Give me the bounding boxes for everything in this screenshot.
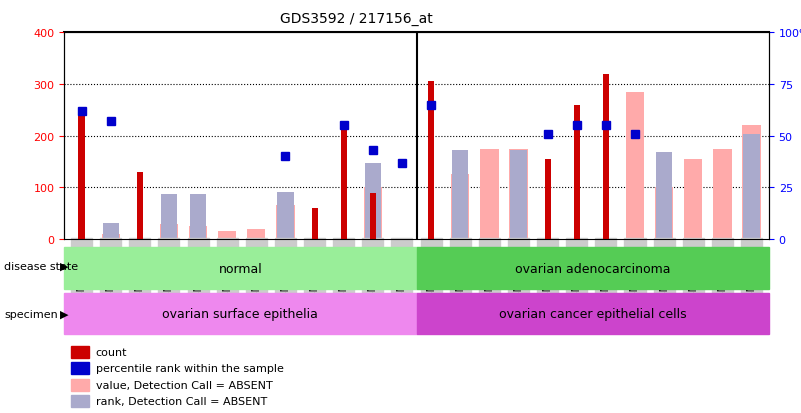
Bar (218, 232, 236, 240)
Bar (510, 151, 526, 240)
Bar (71, 363, 89, 374)
Bar (364, 188, 382, 240)
Text: rank, Detection Call = ABSENT: rank, Detection Call = ABSENT (96, 396, 267, 406)
Text: disease state: disease state (4, 261, 78, 271)
Bar (545, 159, 550, 240)
Bar (71, 379, 89, 391)
Bar (161, 194, 177, 240)
Bar (626, 93, 644, 240)
Bar (276, 206, 295, 240)
Bar (64, 293, 417, 335)
Bar (189, 227, 207, 240)
Bar (428, 82, 434, 240)
Bar (743, 134, 759, 240)
Bar (713, 149, 731, 240)
Bar (655, 188, 674, 240)
Bar (190, 194, 206, 240)
Text: specimen: specimen (4, 309, 58, 319)
Text: percentile rank within the sample: percentile rank within the sample (96, 363, 284, 373)
Text: ovarian surface epithelia: ovarian surface epithelia (163, 307, 318, 320)
Bar (370, 193, 376, 240)
Bar (574, 105, 580, 240)
Text: ▶: ▶ (60, 309, 69, 319)
Bar (71, 346, 89, 358)
Bar (480, 149, 498, 240)
Text: ovarian adenocarcinoma: ovarian adenocarcinoma (515, 262, 670, 275)
Bar (509, 149, 528, 240)
Bar (452, 151, 469, 240)
Bar (656, 153, 672, 240)
Text: value, Detection Call = ABSENT: value, Detection Call = ABSENT (96, 380, 272, 390)
Bar (159, 224, 178, 240)
Text: normal: normal (219, 262, 262, 275)
Bar (137, 173, 143, 240)
Bar (743, 126, 761, 240)
Bar (417, 293, 769, 335)
Text: ▶: ▶ (60, 261, 69, 271)
Bar (103, 223, 119, 240)
Bar (102, 235, 120, 240)
Bar (71, 395, 89, 407)
Text: GDS3592 / 217156_at: GDS3592 / 217156_at (280, 12, 433, 26)
Bar (78, 113, 85, 240)
Bar (364, 163, 381, 240)
Bar (64, 248, 417, 289)
Bar (248, 229, 265, 240)
Bar (451, 175, 469, 240)
Bar (312, 209, 318, 240)
Bar (417, 248, 769, 289)
Bar (277, 192, 294, 240)
Bar (684, 159, 702, 240)
Text: count: count (96, 347, 127, 357)
Bar (340, 126, 347, 240)
Text: ovarian cancer epithelial cells: ovarian cancer epithelial cells (499, 307, 686, 320)
Bar (603, 74, 609, 240)
